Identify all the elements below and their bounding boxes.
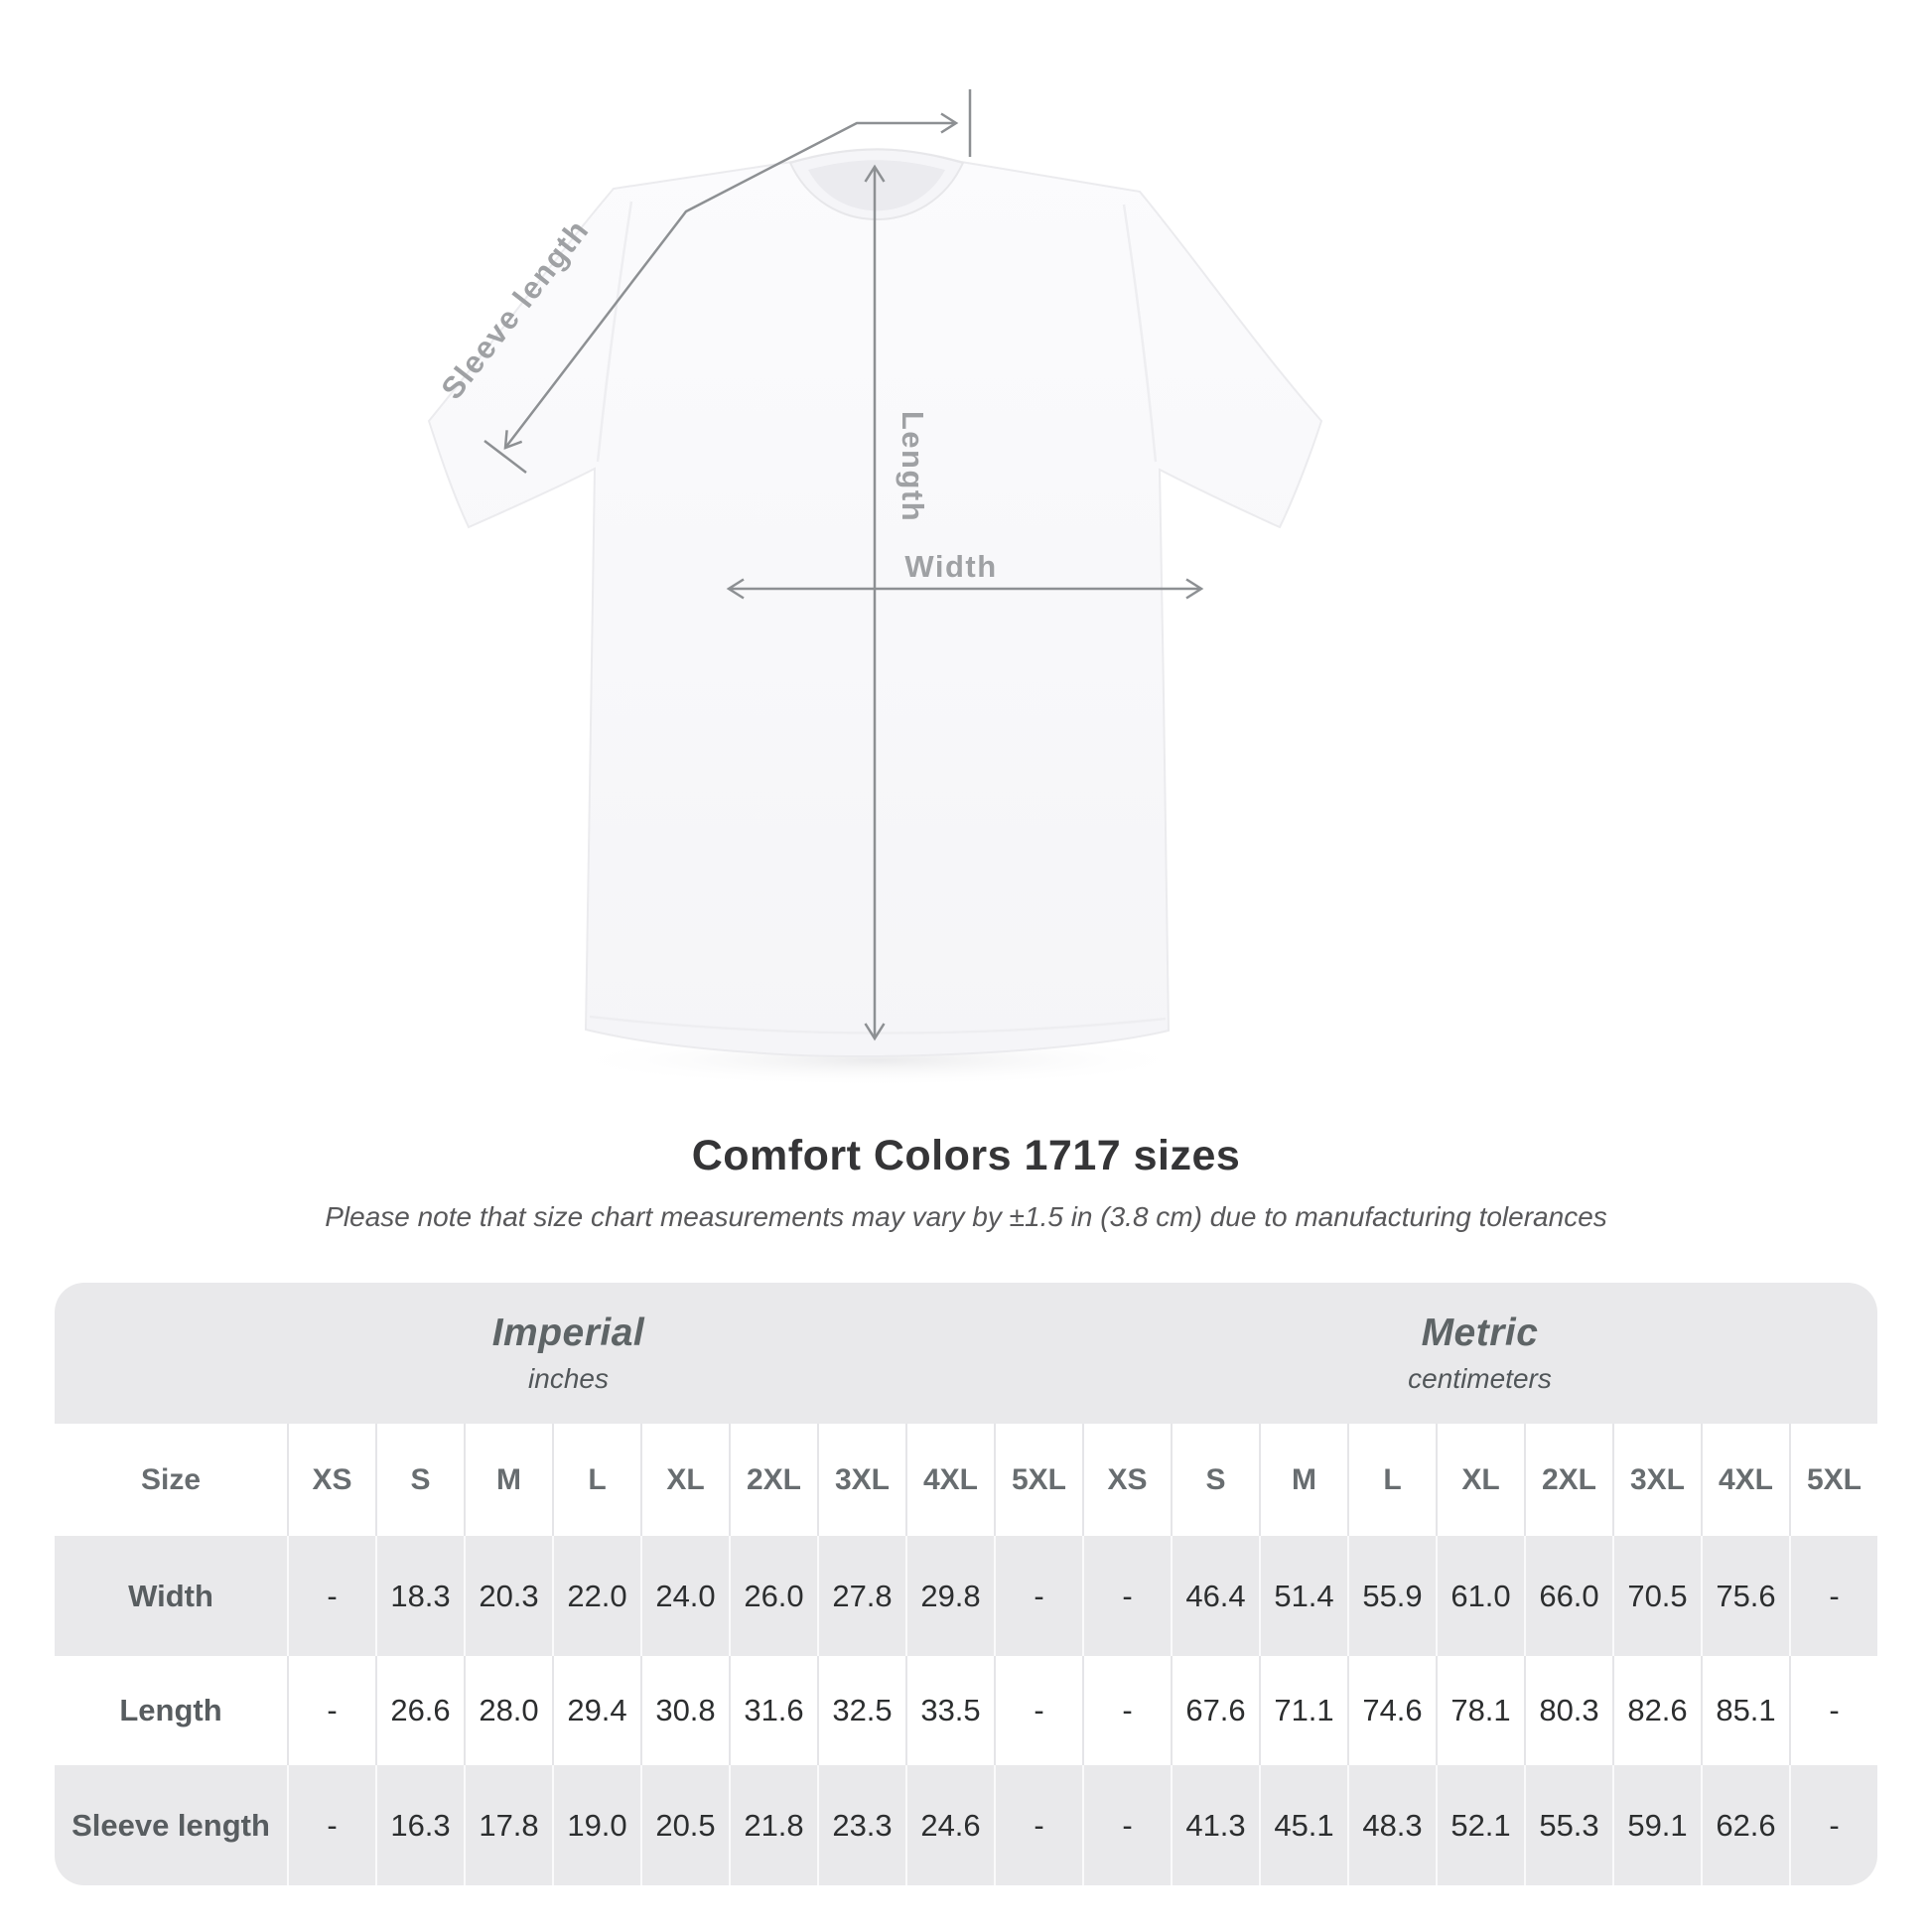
metric-value-cell: 75.6 [1701, 1536, 1789, 1656]
size-table: Size XS S M L XL 2XL 3XL 4XL 5XL XS S M L XL 2XL 3XL 4XL 5… [55, 1424, 1877, 1885]
metric-value-cell: 48.3 [1347, 1765, 1436, 1885]
imperial-value-cell: 24.6 [905, 1765, 994, 1885]
size-header-metric-1: S [1171, 1424, 1259, 1536]
size-header-imperial-3: L [552, 1424, 640, 1536]
size-header-imperial-1: S [375, 1424, 464, 1536]
length-label: Length [896, 411, 930, 522]
size-header-row: Size XS S M L XL 2XL 3XL 4XL 5XL XS S M L XL 2XL 3XL 4XL 5… [55, 1424, 1877, 1536]
metric-value-cell: 85.1 [1701, 1656, 1789, 1765]
size-header-metric-7: 4XL [1701, 1424, 1789, 1536]
imperial-value-cell: - [994, 1536, 1082, 1656]
metric-value-cell: 51.4 [1259, 1536, 1347, 1656]
imperial-value-cell: 29.8 [905, 1536, 994, 1656]
metric-value-cell: 82.6 [1612, 1656, 1701, 1765]
size-header-metric-0: XS [1082, 1424, 1171, 1536]
metric-value-cell: 78.1 [1436, 1656, 1524, 1765]
unit-header-band: Imperial inches Metric centimeters [55, 1283, 1877, 1424]
metric-value-cell: 62.6 [1701, 1765, 1789, 1885]
imperial-value-cell: - [287, 1765, 375, 1885]
metric-value-cell: 55.9 [1347, 1536, 1436, 1656]
size-header-imperial-8: 5XL [994, 1424, 1082, 1536]
metric-value-cell: 45.1 [1259, 1765, 1347, 1885]
imperial-value-cell: 26.6 [375, 1656, 464, 1765]
imperial-value-cell: 22.0 [552, 1536, 640, 1656]
metric-value-cell: 61.0 [1436, 1536, 1524, 1656]
size-header-metric-8: 5XL [1789, 1424, 1877, 1536]
imperial-value-cell: 33.5 [905, 1656, 994, 1765]
imperial-value-cell: 17.8 [464, 1765, 552, 1885]
metric-value-cell: - [1789, 1536, 1877, 1656]
imperial-value-cell: 31.6 [729, 1656, 817, 1765]
metric-value-cell: - [1082, 1656, 1171, 1765]
metric-value-cell: 70.5 [1612, 1536, 1701, 1656]
metric-unit-header: Metric centimeters [1082, 1283, 1877, 1424]
size-header-imperial-7: 4XL [905, 1424, 994, 1536]
imperial-value-cell: 21.8 [729, 1765, 817, 1885]
size-header-metric-4: XL [1436, 1424, 1524, 1536]
size-header-metric-2: M [1259, 1424, 1347, 1536]
imperial-unit-header: Imperial inches [55, 1283, 1082, 1424]
size-header-metric-5: 2XL [1524, 1424, 1612, 1536]
imperial-value-cell: 16.3 [375, 1765, 464, 1885]
tshirt-measurement-diagram: Sleeve length Length Width [427, 89, 1323, 1086]
measurement-row-label: Length [119, 1693, 222, 1727]
size-column-header: Size [140, 1462, 202, 1496]
measurement-row-label: Width [128, 1578, 213, 1613]
width-label: Width [904, 549, 997, 584]
imperial-value-cell: - [287, 1536, 375, 1656]
metric-value-cell: - [1789, 1656, 1877, 1765]
page-title: Comfort Colors 1717 sizes [691, 1132, 1241, 1179]
metric-value-cell: 41.3 [1171, 1765, 1259, 1885]
metric-value-cell: 67.6 [1171, 1656, 1259, 1765]
measurement-row: Sleeve length -16.3 17.8 19.0 20.5 21.8 23.3 24… [55, 1765, 1877, 1885]
imperial-label: Imperial [491, 1311, 645, 1354]
imperial-value-cell: 28.0 [464, 1656, 552, 1765]
measurement-row: Width -18.3 20.3 22.0 24.0 26.0 27.8 29.8- -46.4… [55, 1536, 1877, 1656]
imperial-value-cell: 20.3 [464, 1536, 552, 1656]
metric-value-cell: 55.3 [1524, 1765, 1612, 1885]
imperial-value-cell: 18.3 [375, 1536, 464, 1656]
measurement-row-label: Sleeve length [71, 1807, 270, 1843]
size-header-metric-3: L [1347, 1424, 1436, 1536]
size-header-imperial-6: 3XL [817, 1424, 905, 1536]
imperial-value-cell: - [994, 1656, 1082, 1765]
size-header-imperial-4: XL [640, 1424, 729, 1536]
imperial-value-cell: 30.8 [640, 1656, 729, 1765]
metric-value-cell: - [1789, 1765, 1877, 1885]
metric-value-cell: 52.1 [1436, 1765, 1524, 1885]
imperial-value-cell: 32.5 [817, 1656, 905, 1765]
sleeve-length-dimension-line [503, 112, 959, 450]
size-header-imperial-5: 2XL [729, 1424, 817, 1536]
measurement-row: Length -26.6 28.0 29.4 30.8 31.6 32.5 33.5- -67.… [55, 1656, 1877, 1765]
metric-value-cell: - [1082, 1536, 1171, 1656]
imperial-value-cell: - [994, 1765, 1082, 1885]
imperial-unit: inches [528, 1363, 609, 1394]
imperial-value-cell: 20.5 [640, 1765, 729, 1885]
imperial-value-cell: 24.0 [640, 1536, 729, 1656]
imperial-value-cell: 19.0 [552, 1765, 640, 1885]
imperial-value-cell: 26.0 [729, 1536, 817, 1656]
tolerance-note: Please note that size chart measurements… [325, 1201, 1607, 1232]
size-table-card: Imperial inches Metric centimeters Size X… [55, 1283, 1877, 1885]
right-sleeve-seam [1122, 204, 1158, 463]
metric-value-cell: - [1082, 1765, 1171, 1885]
size-header-imperial-0: XS [287, 1424, 375, 1536]
metric-value-cell: 59.1 [1612, 1765, 1701, 1885]
metric-value-cell: 80.3 [1524, 1656, 1612, 1765]
size-header-imperial-2: M [464, 1424, 552, 1536]
metric-value-cell: 71.1 [1259, 1656, 1347, 1765]
imperial-value-cell: 27.8 [817, 1536, 905, 1656]
metric-label: Metric [1421, 1311, 1539, 1354]
metric-value-cell: 46.4 [1171, 1536, 1259, 1656]
sleeve-end-cap-tick [483, 440, 527, 474]
imperial-value-cell: 29.4 [552, 1656, 640, 1765]
imperial-value-cell: - [287, 1656, 375, 1765]
metric-unit: centimeters [1408, 1363, 1552, 1394]
imperial-value-cell: 23.3 [817, 1765, 905, 1885]
metric-value-cell: 74.6 [1347, 1656, 1436, 1765]
size-header-metric-6: 3XL [1612, 1424, 1701, 1536]
metric-value-cell: 66.0 [1524, 1536, 1612, 1656]
